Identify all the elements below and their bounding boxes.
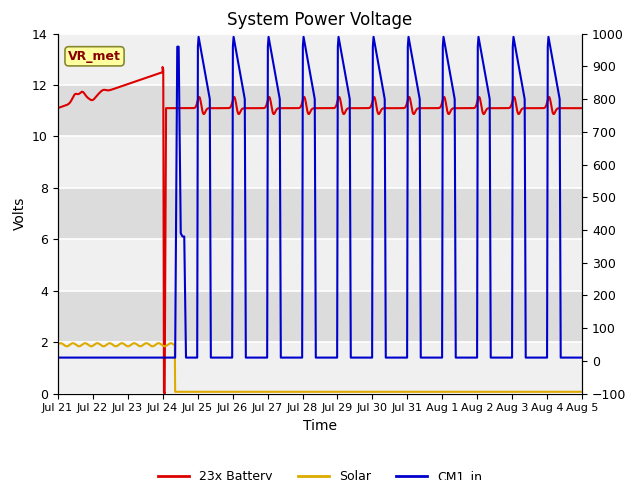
Legend: 23x Battery, Solar, CM1_in: 23x Battery, Solar, CM1_in xyxy=(153,465,487,480)
Bar xyxy=(58,342,582,394)
Bar xyxy=(58,136,582,188)
Bar xyxy=(58,85,582,136)
Title: System Power Voltage: System Power Voltage xyxy=(227,11,413,29)
Bar xyxy=(58,291,582,342)
Bar xyxy=(58,34,582,85)
Bar xyxy=(58,188,582,240)
Y-axis label: Volts: Volts xyxy=(12,197,26,230)
Text: VR_met: VR_met xyxy=(68,50,121,63)
Bar xyxy=(58,240,582,291)
X-axis label: Time: Time xyxy=(303,419,337,433)
